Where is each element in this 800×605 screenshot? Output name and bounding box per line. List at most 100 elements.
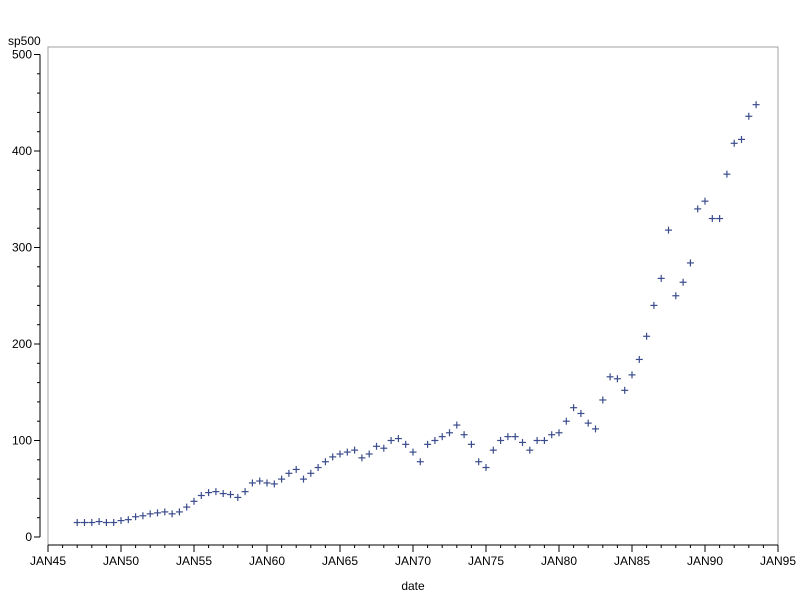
data-point [723, 170, 731, 178]
data-point [351, 446, 359, 454]
y-tick-label: 0 [25, 530, 32, 544]
data-point [248, 479, 256, 487]
data-point [489, 446, 497, 454]
data-point [263, 479, 271, 487]
y-tick-label: 300 [12, 241, 32, 255]
data-point [329, 453, 337, 461]
data-point [88, 519, 96, 527]
data-point [548, 431, 556, 439]
data-point [716, 215, 724, 223]
data-point [300, 475, 307, 483]
data-point [183, 503, 191, 511]
data-point [570, 404, 578, 412]
x-tick-label: JAN95 [760, 554, 796, 568]
data-point [227, 491, 234, 499]
data-point [526, 446, 534, 454]
data-point [482, 464, 490, 472]
data-point [431, 437, 439, 444]
data-point [599, 396, 607, 404]
data-point [504, 433, 512, 441]
data-point [175, 508, 183, 516]
data-point [650, 301, 658, 309]
data-point [416, 458, 424, 466]
data-point [110, 519, 118, 527]
y-axis-label: sp500 [8, 34, 41, 48]
data-point [752, 101, 760, 109]
data-point [738, 135, 745, 143]
data-point [475, 458, 483, 466]
data-point [613, 375, 621, 383]
x-tick-label: JAN85 [614, 554, 650, 568]
y-tick-label: 200 [12, 337, 32, 351]
data-point [132, 513, 140, 521]
data-point [161, 508, 169, 516]
data-point [190, 497, 198, 505]
plot-frame [47, 46, 779, 546]
data-point [117, 517, 125, 525]
data-point [387, 437, 395, 444]
x-tick-label: JAN60 [249, 554, 285, 568]
data-point [694, 205, 702, 213]
data-point [402, 440, 410, 448]
data-point [745, 112, 753, 120]
data-point [365, 450, 373, 458]
data-point [380, 444, 388, 452]
x-tick-label: JAN70 [395, 554, 431, 568]
data-point [467, 440, 475, 448]
data-point [212, 488, 220, 496]
data-point [234, 493, 242, 501]
data-point [336, 450, 344, 458]
data-point [460, 431, 468, 439]
data-point [81, 519, 88, 527]
data-point [519, 438, 526, 446]
data-point [321, 458, 329, 466]
data-point [446, 429, 453, 437]
data-point [424, 440, 432, 448]
x-tick-label: JAN80 [541, 554, 577, 568]
data-point [701, 197, 709, 205]
data-point [292, 465, 300, 473]
data-point [205, 489, 213, 497]
data-point [621, 386, 629, 394]
data-point [278, 475, 286, 483]
data-point [577, 409, 585, 417]
data-point [139, 512, 147, 520]
data-point [219, 490, 227, 498]
data-point [409, 448, 417, 456]
x-tick-label: JAN50 [103, 554, 139, 568]
data-point [562, 417, 570, 425]
y-axis: 0 100 200 300 400 500 [12, 48, 41, 544]
data-point [555, 429, 563, 437]
x-tick-label: JAN65 [322, 554, 358, 568]
data-points [73, 101, 760, 527]
y-tick-label: 400 [12, 144, 32, 158]
data-point [343, 448, 351, 456]
data-point [358, 454, 366, 462]
data-point [665, 226, 672, 234]
data-point [628, 371, 636, 379]
data-point [635, 355, 643, 363]
x-axis: JAN45 JAN50 JAN55 JAN60 JAN65 JAN70 JAN75 JAN80… [30, 544, 796, 568]
data-point [606, 373, 614, 381]
data-point [95, 518, 103, 526]
data-point [241, 488, 249, 496]
data-point [708, 215, 716, 223]
data-point [672, 292, 680, 300]
data-point [533, 437, 541, 444]
data-point [643, 332, 651, 340]
data-point [730, 139, 738, 147]
data-point [73, 519, 81, 527]
data-point [197, 492, 205, 500]
data-point [102, 519, 110, 527]
data-point [540, 437, 548, 444]
data-point [154, 509, 161, 517]
data-point [453, 421, 461, 429]
data-point [511, 433, 519, 441]
data-point [256, 477, 264, 485]
data-point [592, 425, 599, 433]
y-tick-label: 100 [12, 434, 32, 448]
x-tick-label: JAN75 [468, 554, 504, 568]
data-point [146, 510, 154, 518]
